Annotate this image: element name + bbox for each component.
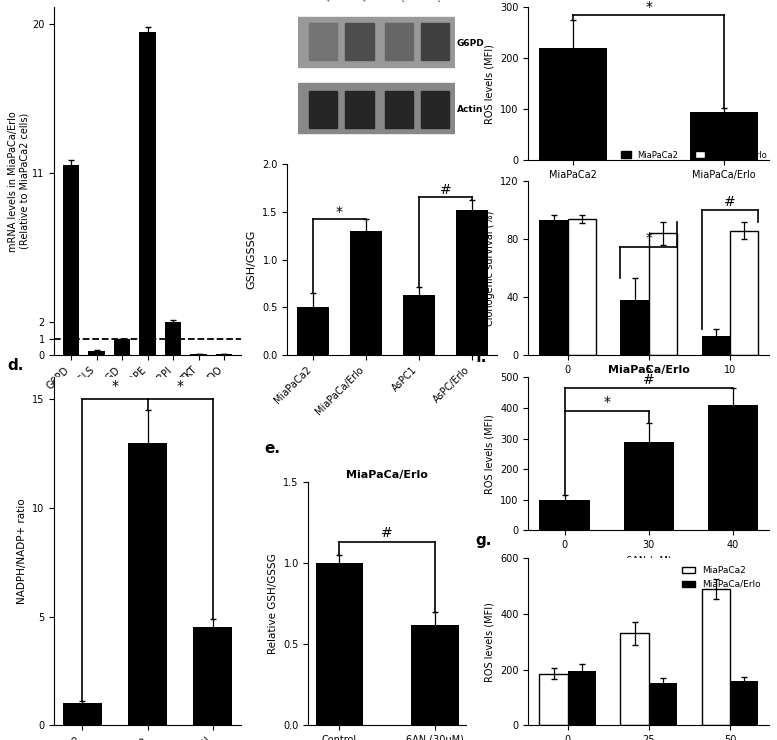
Bar xyxy=(403,295,435,355)
Title: MiaPaCa/Erlo: MiaPaCa/Erlo xyxy=(608,366,690,375)
Text: c.: c. xyxy=(476,0,490,3)
Title: MiaPaCa/Erlo: MiaPaCa/Erlo xyxy=(347,470,428,480)
Bar xyxy=(63,704,102,725)
Bar xyxy=(216,354,232,355)
Bar xyxy=(568,219,596,355)
Text: AsPC/Erlo: AsPC/Erlo xyxy=(435,0,467,4)
Text: a.: a. xyxy=(13,0,30,4)
Bar xyxy=(309,91,337,128)
X-axis label: H2O2 (μM): H2O2 (μM) xyxy=(622,380,675,391)
Text: AsPC1: AsPC1 xyxy=(399,0,422,4)
Bar xyxy=(730,681,758,725)
Text: *: * xyxy=(336,204,343,218)
Bar xyxy=(89,351,105,355)
Text: *: * xyxy=(645,1,653,15)
Bar xyxy=(539,221,568,355)
Bar xyxy=(649,233,678,355)
Bar xyxy=(411,625,458,725)
Y-axis label: Relative GSH/GSSG: Relative GSH/GSSG xyxy=(268,553,278,654)
Bar xyxy=(730,231,758,355)
Y-axis label: Clonogenic survival (%): Clonogenic survival (%) xyxy=(485,211,495,326)
Y-axis label: ROS levels (MFI): ROS levels (MFI) xyxy=(485,44,495,124)
Bar xyxy=(702,589,730,725)
Bar xyxy=(190,354,207,355)
Text: G6PD: G6PD xyxy=(457,38,485,47)
Bar xyxy=(139,33,156,355)
Text: e.: e. xyxy=(264,440,280,456)
Bar xyxy=(350,231,382,355)
Legend: MiaPaCa2, MiaPaCa/Erlo: MiaPaCa2, MiaPaCa/Erlo xyxy=(618,147,770,163)
Bar xyxy=(702,337,730,355)
Bar xyxy=(297,307,329,355)
Bar xyxy=(165,322,181,355)
Text: #: # xyxy=(724,195,736,209)
Text: *: * xyxy=(176,380,183,394)
Y-axis label: GSH/GSSG: GSH/GSSG xyxy=(247,230,257,289)
Text: g.: g. xyxy=(476,533,492,548)
Text: #: # xyxy=(382,526,393,540)
Bar xyxy=(385,91,413,128)
Text: *: * xyxy=(603,395,610,409)
Text: MiaPaCa/Erlo: MiaPaCa/Erlo xyxy=(359,0,401,4)
Text: MiaPaCa2: MiaPaCa2 xyxy=(323,0,356,4)
Text: d.: d. xyxy=(8,358,24,374)
Text: f.: f. xyxy=(476,350,486,365)
Bar xyxy=(298,17,455,67)
Bar xyxy=(690,112,758,161)
Bar xyxy=(623,442,674,531)
Bar xyxy=(345,23,374,60)
Bar xyxy=(539,48,608,161)
Y-axis label: ROS levels (MFI): ROS levels (MFI) xyxy=(485,414,495,494)
Text: *: * xyxy=(645,231,653,245)
Text: *: * xyxy=(112,380,119,394)
Bar xyxy=(539,500,590,531)
Bar xyxy=(345,91,374,128)
Y-axis label: mRNA levels in MiaPaCa/Erlo
(Relative to MiaPaCa2 cells): mRNA levels in MiaPaCa/Erlo (Relative to… xyxy=(8,111,30,252)
Legend: MiaPaCa2, MiaPaCa/Erlo: MiaPaCa2, MiaPaCa/Erlo xyxy=(678,562,765,593)
X-axis label: 6AN (μM): 6AN (μM) xyxy=(626,556,671,565)
Y-axis label: ROS levels (MFI): ROS levels (MFI) xyxy=(485,602,495,682)
Y-axis label: NADPH/NADP+ ratio: NADPH/NADP+ ratio xyxy=(17,499,26,604)
Bar xyxy=(420,23,449,60)
Bar xyxy=(114,339,131,355)
Bar xyxy=(568,671,596,725)
Bar xyxy=(456,210,488,355)
Bar xyxy=(420,91,449,128)
Text: #: # xyxy=(440,183,451,197)
Bar xyxy=(193,628,232,725)
Bar xyxy=(309,23,337,60)
Bar xyxy=(620,300,649,355)
Bar xyxy=(315,563,364,725)
Bar xyxy=(708,405,758,531)
Text: #: # xyxy=(643,372,655,386)
Bar xyxy=(539,673,568,725)
Text: Actin: Actin xyxy=(457,104,483,114)
Bar xyxy=(128,443,167,725)
Bar xyxy=(385,23,413,60)
Bar xyxy=(649,684,678,725)
Bar xyxy=(298,83,455,133)
Bar xyxy=(620,633,649,725)
Bar xyxy=(63,165,79,355)
